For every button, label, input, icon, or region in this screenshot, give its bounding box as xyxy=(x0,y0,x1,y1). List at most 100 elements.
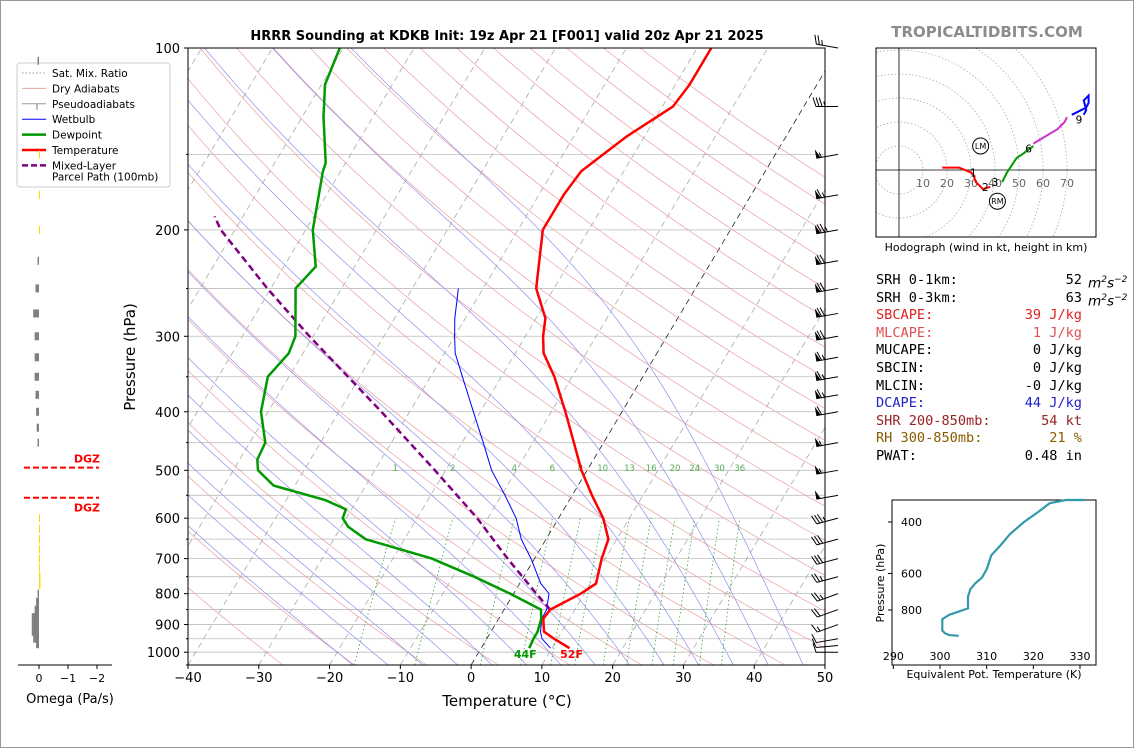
legend-label: Sat. Mix. Ratio xyxy=(52,68,128,80)
theta-e-frame xyxy=(891,499,1097,666)
omega-bar xyxy=(39,554,40,563)
x-tick-label: 50 xyxy=(817,671,834,686)
stat-row: SHR 200-850mb: 54 kt xyxy=(876,413,1127,431)
omega-bar xyxy=(31,620,39,629)
y-tick-label: 800 xyxy=(155,588,180,603)
surface-temperature-label: 52F xyxy=(560,648,583,661)
barb-full xyxy=(816,351,822,361)
isotherm-line xyxy=(258,48,627,665)
dewpoint-line xyxy=(256,48,543,649)
barb-full xyxy=(819,223,826,233)
barb-full xyxy=(811,593,818,602)
isotherm-line xyxy=(541,189,825,665)
legend-label: Parcel Path (100mb) xyxy=(52,171,158,183)
barb-full xyxy=(816,255,822,264)
barb-staff xyxy=(816,442,839,447)
omega-bar xyxy=(36,423,39,432)
barb-flag xyxy=(814,352,821,362)
moist-adiabat xyxy=(188,99,699,665)
dry-adiabat xyxy=(188,172,825,649)
hodo-ring-label: 70 xyxy=(1060,177,1074,190)
stat-value: 21 % xyxy=(1049,430,1082,447)
barb-staff xyxy=(816,558,839,565)
barb-flag xyxy=(814,490,821,500)
dgz-label: DGZ xyxy=(74,453,100,466)
barb-full xyxy=(816,224,822,234)
stat-row: SBCIN: 0 J/kg xyxy=(876,360,1127,378)
wind-barb xyxy=(812,97,838,108)
x-tick-label: 40 xyxy=(746,671,763,686)
legend-label: Dewpoint xyxy=(52,130,102,142)
mixing-ratio-line xyxy=(626,518,652,665)
y-tick-label: 1000 xyxy=(147,646,180,661)
hodo-height-label: 6 xyxy=(1025,143,1032,155)
omega-bar xyxy=(39,545,40,554)
barb-half xyxy=(821,192,826,198)
barb-full xyxy=(816,307,822,317)
barb-staff xyxy=(816,194,839,200)
dry-adiabat xyxy=(346,48,825,410)
barb-full xyxy=(817,514,824,523)
omega-bar xyxy=(34,372,39,381)
wind-barb xyxy=(814,465,839,475)
stat-row: MLCAPE: 1 J/kg xyxy=(876,325,1127,343)
mixing-ratio-line xyxy=(479,518,515,665)
moist-adiabat xyxy=(188,525,354,665)
stat-label: MLCIN: xyxy=(876,377,926,394)
moist-adiabat xyxy=(350,48,804,665)
plot-frame xyxy=(187,47,826,666)
stat-value: 63 xyxy=(1065,289,1082,306)
barb-full xyxy=(814,34,817,45)
barb-full xyxy=(812,97,817,107)
omega-bar xyxy=(39,150,40,159)
barb-full xyxy=(815,97,820,107)
wind-barb xyxy=(814,149,839,159)
barb-full xyxy=(817,535,824,544)
mixing-ratio-line xyxy=(414,518,454,665)
y-tick-label: 500 xyxy=(155,464,180,479)
barb-staff xyxy=(816,411,839,417)
theta-e-x-label: Equivalent Pot. Temperature (K) xyxy=(906,668,1081,681)
barb-staff xyxy=(816,153,839,159)
wind-barb xyxy=(812,643,838,653)
hodo-ring-label: 10 xyxy=(916,177,930,190)
barb-staff xyxy=(816,376,839,382)
mixing-ratio-label: 6 xyxy=(550,464,555,474)
theta-e-plot: 290 300 310 320 330 400 600 800 xyxy=(883,498,1097,669)
stat-label: SHR 200-850mb: xyxy=(876,412,991,429)
mixing-ratio-label: 36 xyxy=(734,464,745,474)
omega-bar xyxy=(39,572,41,581)
dry-adiabat xyxy=(383,48,825,378)
hodo-height-label: 3 xyxy=(992,177,999,189)
mixing-ratio-label: 24 xyxy=(689,464,700,474)
stat-row: SRH 0-1km: 52 m2s−2 xyxy=(876,272,1127,292)
dgz-label: DGZ xyxy=(74,502,100,515)
theta-e-x-tick-label: 290 xyxy=(883,650,904,663)
wind-barb xyxy=(811,573,839,583)
hodo-segment xyxy=(1032,116,1068,145)
mixing-ratio-label: 4 xyxy=(512,464,517,474)
stat-value: 0.48 in xyxy=(1024,447,1082,464)
barb-full xyxy=(819,254,826,264)
omega-bar xyxy=(36,597,39,606)
barb-flag xyxy=(814,389,821,399)
y-tick-label: 400 xyxy=(155,406,180,421)
hodo-ring-label: 60 xyxy=(1036,177,1050,190)
y-tick-label: 300 xyxy=(155,330,180,345)
dry-adiabat xyxy=(188,269,714,665)
barb-staff xyxy=(817,609,839,618)
barb-flag xyxy=(814,371,821,381)
mixing-ratio-line xyxy=(353,518,396,665)
y-tick-label: 200 xyxy=(155,224,180,239)
storm-motion-label: RM xyxy=(991,197,1004,206)
omega-bar xyxy=(35,284,39,293)
omega-bar xyxy=(39,225,40,234)
wind-barb xyxy=(811,535,839,546)
omega-bar xyxy=(39,581,41,590)
barb-full xyxy=(813,592,821,601)
legend-label: Mixed-Layer xyxy=(52,160,117,172)
barb-full xyxy=(812,643,817,653)
wind-barb xyxy=(811,514,839,525)
barb-full xyxy=(816,189,822,198)
barb-half xyxy=(823,101,826,107)
